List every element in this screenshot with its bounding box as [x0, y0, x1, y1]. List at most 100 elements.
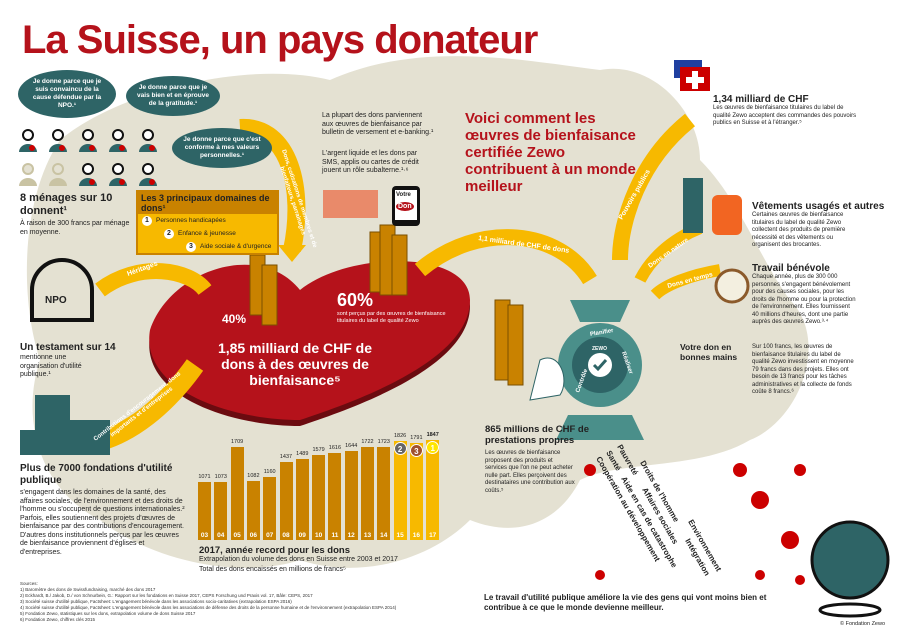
- gear-zewo: ZEWO: [592, 346, 607, 352]
- coin-stacks: [249, 224, 524, 386]
- source-item: 4) Société suisse d'utilité publique, Fa…: [20, 605, 397, 610]
- bar-03: [198, 482, 211, 540]
- arrow-head: [278, 245, 306, 262]
- bar-category-label: 09: [298, 532, 306, 539]
- payment-text: La plupart des dons parviennent aux œuvr…: [322, 112, 434, 136]
- bar-09: [295, 459, 309, 540]
- bar-11: [328, 452, 342, 540]
- phone-text: Votre: [396, 192, 411, 198]
- buildings-icon: [20, 395, 110, 455]
- source-item: 2) Eckhardt, B./ Jakob, D./ von Schnurbe…: [20, 593, 313, 598]
- globe-icon: [810, 520, 890, 600]
- public-heading: 1,34 milliard de CHF: [713, 94, 809, 105]
- rank-medal-icon: 1: [426, 441, 440, 454]
- domains-heading: Les 3 principaux domaines de dons¹: [141, 193, 270, 213]
- bar-value-label: 1709: [230, 439, 244, 446]
- heart-main: 1,85 milliard de CHF de dons à des œuvre…: [217, 340, 373, 388]
- sources: Sources: 1) Baromètre des dons de Swissf…: [20, 581, 397, 622]
- copyright: © Fondation Zewo: [840, 621, 886, 627]
- foundations-heading: Plus de 7000 fondations d'utilité publiq…: [20, 463, 173, 486]
- clothes-heading: Vêtements usagés et autres: [752, 201, 885, 212]
- bar-category-label: 14: [380, 532, 388, 539]
- bar-value-label: 1723: [377, 438, 390, 445]
- trousers-icon: [683, 178, 703, 233]
- bar-16: [409, 443, 423, 540]
- domain-item: 1 Personnes handicapées: [138, 214, 277, 227]
- bar-17: [426, 440, 440, 540]
- bar-category-label: 06: [249, 532, 257, 539]
- bar-14: [377, 446, 391, 540]
- bar-05: [230, 447, 244, 540]
- payment-text-2: L'argent liquide et les dons par SMS, ap…: [322, 150, 419, 174]
- donor-person-icon: [109, 163, 127, 186]
- rank-medal-icon: 2: [393, 442, 407, 456]
- bar-category-label: 17: [429, 532, 437, 539]
- testament-text: mentionne une organisation d'utilité pub…: [20, 354, 82, 378]
- top-domains-box: Les 3 principaux domaines de dons¹ 1 Pers…: [136, 190, 279, 255]
- arrow-milliard: [414, 229, 597, 285]
- bar-07: [263, 477, 277, 540]
- source-item: 1) Baromètre des dons de Swissfundraisin…: [20, 587, 156, 592]
- bar-value-label: 1073: [214, 473, 227, 480]
- non-donor-person-icon: [19, 163, 37, 186]
- quote-bubble: Je donne parce que je vais bien et en ép…: [126, 76, 220, 116]
- bar-category-label: 07: [266, 532, 274, 539]
- bar-value-label: 1722: [361, 438, 374, 445]
- arrow-dons: [239, 118, 306, 252]
- household-people: [18, 128, 168, 186]
- source-item: 5) Fondation Zewo, statistiques sur les …: [20, 611, 196, 616]
- bar-category-label: 08: [282, 532, 290, 539]
- bar-value-label: 1160: [263, 469, 276, 476]
- chart-title: 2017, année record pour les dons: [199, 545, 350, 556]
- hands-text: Sur 100 francs, les œuvres de bienfaisan…: [752, 344, 854, 395]
- source-item: 6) Fondation Zewo, chiffres clés 2015: [20, 617, 95, 622]
- watch-icon: [714, 268, 750, 304]
- households-heading: 8 ménages sur 10 donnent¹: [20, 192, 113, 217]
- funnel-icon: [556, 300, 644, 440]
- domain-item: 3 Aide sociale & d'urgence: [138, 240, 277, 253]
- arrow-heritages: [95, 263, 212, 297]
- non-donor-person-icon: [49, 163, 67, 186]
- donor-person-icon: [79, 163, 97, 186]
- bar-13: [361, 446, 374, 540]
- hands-heading: Votre don en bonnes mains: [680, 342, 738, 362]
- donor-person-icon: [139, 129, 157, 152]
- households-text: À raison de 300 francs par ménage en moy…: [20, 220, 130, 236]
- tombstone-icon: [30, 258, 94, 322]
- bar-10: [312, 454, 326, 540]
- volunteer-heading: Travail bénévole: [752, 263, 830, 274]
- bar-category-label: 10: [314, 532, 323, 539]
- closing-statement: Le travail d'utilité publique améliore l…: [484, 593, 767, 612]
- foundations-text: s'engagent dans les domaines de la santé…: [20, 489, 185, 556]
- heart-60-text: sont perçus par des œuvres de bienfaisan…: [337, 311, 446, 324]
- donor-person-icon: [79, 129, 97, 152]
- quote-bubble: Je donne parce que c'est conforme à mes …: [172, 128, 272, 168]
- chart-subtitle: Extrapolation du volume des dons en Suis…: [199, 556, 398, 563]
- hand-icon: [529, 357, 565, 401]
- bar-04: [214, 481, 228, 540]
- chart-ylabel: Total des dons encaissés en millions de …: [199, 566, 346, 573]
- bar-value-label: 1579: [312, 446, 325, 453]
- domain-item: 2 Enfance & jeunesse: [138, 227, 277, 240]
- bar-12: [344, 451, 358, 540]
- bar-category-label: 11: [331, 532, 339, 539]
- bar-value-label: 1644: [345, 443, 358, 449]
- donor-person-icon: [109, 129, 127, 152]
- headline: Voici comment les œuvres de bienfaisance…: [465, 110, 636, 195]
- heart-60: 60%: [337, 290, 374, 310]
- bar-category-label: 03: [200, 532, 209, 539]
- bar-08: [279, 462, 293, 540]
- bar-value-label: 1616: [328, 444, 342, 451]
- services-text: Les œuvres de bienfaisance proposent des…: [485, 450, 575, 494]
- bar-value-label: 1437: [279, 454, 293, 461]
- bar-category-label: 05: [233, 532, 241, 539]
- arrow-temps: [650, 264, 722, 300]
- bar-value-label: 1791: [410, 435, 423, 442]
- bar-value-label: 1847: [426, 432, 439, 438]
- heart-40: 40%: [222, 312, 247, 326]
- clothes-text: Certaines œuvres de bienfaisance titulai…: [752, 212, 846, 248]
- bar-category-label: 15: [396, 532, 404, 539]
- bar-category-label: 16: [412, 532, 420, 539]
- donor-person-icon: [139, 163, 157, 186]
